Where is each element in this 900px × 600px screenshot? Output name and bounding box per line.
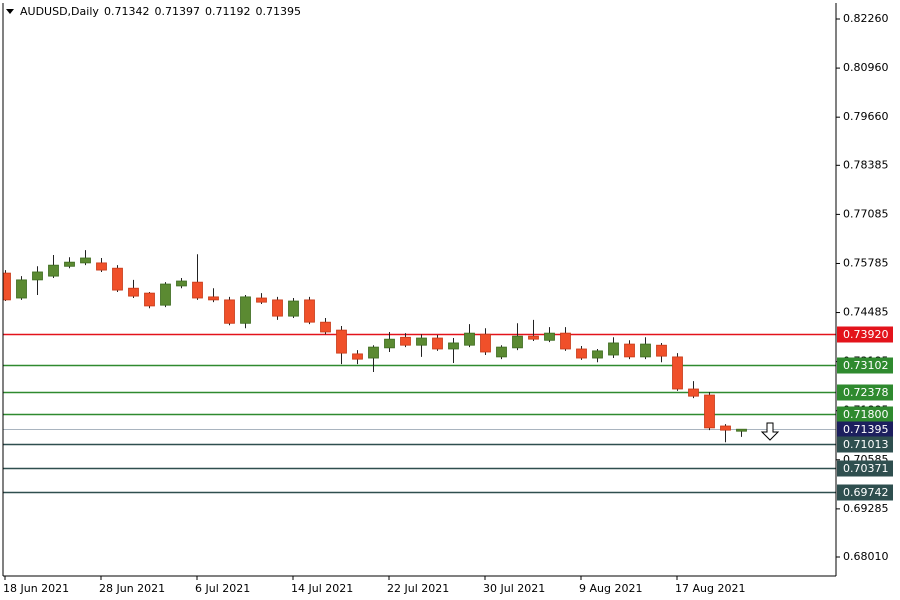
x-tick-label: 30 Jul 2021 bbox=[483, 582, 545, 595]
candle-body bbox=[640, 343, 651, 358]
candle-body bbox=[608, 342, 619, 356]
candle-body bbox=[208, 296, 219, 301]
y-tick-label: 0.74485 bbox=[843, 306, 889, 319]
candle-body bbox=[496, 346, 507, 358]
candle-body bbox=[32, 271, 43, 281]
level-label: 0.73102 bbox=[843, 359, 889, 372]
candle-body bbox=[720, 425, 731, 431]
candle-body bbox=[384, 338, 395, 349]
header-value: 0.71395 bbox=[256, 5, 302, 18]
candle-body bbox=[320, 321, 331, 333]
y-tick-label: 0.77085 bbox=[843, 207, 889, 220]
x-tick-label: 14 Jul 2021 bbox=[291, 582, 353, 595]
candle-body bbox=[400, 336, 411, 346]
symbol: AUDUSD,Daily bbox=[20, 5, 99, 18]
header-value: 0.71342 bbox=[104, 5, 150, 18]
candle-body bbox=[672, 356, 683, 390]
candle-body bbox=[288, 300, 299, 317]
candle-body bbox=[464, 332, 475, 346]
candle-body bbox=[704, 394, 715, 429]
level-label-box bbox=[837, 436, 893, 453]
level-label: 0.73920 bbox=[843, 328, 889, 341]
y-tick-label: 0.68010 bbox=[843, 550, 889, 563]
candle-body bbox=[304, 299, 315, 323]
level-labels: 0.73920 0.73102 0.72378 0.71800 0.71395 0.710… bbox=[837, 326, 893, 501]
level-label: 0.71800 bbox=[843, 408, 889, 421]
y-tick-label: 0.79660 bbox=[843, 110, 889, 123]
candle-body bbox=[96, 262, 107, 271]
level-label: 0.70371 bbox=[843, 462, 889, 475]
candle-body bbox=[352, 353, 363, 360]
level-label-box bbox=[837, 484, 893, 501]
candle-body bbox=[432, 337, 443, 350]
level-label-box bbox=[837, 384, 893, 401]
candle-body bbox=[656, 344, 667, 357]
candle-body bbox=[480, 333, 491, 353]
candle-body bbox=[624, 343, 635, 358]
header-ohlc: 0.71342 0.71397 0.71192 0.71395 bbox=[104, 5, 301, 18]
level-label: 0.72378 bbox=[843, 386, 889, 399]
candle-body bbox=[544, 332, 555, 341]
candle-body bbox=[112, 267, 123, 291]
level-label-box bbox=[837, 421, 893, 438]
level-label-box bbox=[837, 357, 893, 374]
y-tick-label: 0.69285 bbox=[843, 502, 889, 515]
candle-body bbox=[144, 292, 155, 307]
candle-body bbox=[240, 296, 251, 324]
x-tick-label: 9 Aug 2021 bbox=[579, 582, 642, 595]
candle-body bbox=[192, 281, 203, 299]
candle-body bbox=[160, 283, 171, 306]
y-tick-label: 0.75785 bbox=[843, 256, 889, 269]
levels bbox=[3, 333, 836, 494]
x-tick-label: 18 Jun 2021 bbox=[3, 582, 69, 595]
candle-body bbox=[560, 332, 571, 350]
level-label-box bbox=[837, 460, 893, 477]
y-tick-label: 0.78385 bbox=[843, 158, 889, 171]
menu-arrow[interactable] bbox=[6, 9, 14, 14]
candle-body bbox=[336, 329, 347, 354]
level-label-box bbox=[837, 406, 893, 423]
sell-arrow bbox=[760, 422, 780, 441]
candle-body bbox=[256, 297, 267, 303]
candle-body bbox=[272, 299, 283, 317]
level-label: 0.71013 bbox=[843, 438, 889, 451]
x-tick-label: 17 Aug 2021 bbox=[675, 582, 745, 595]
candle-body bbox=[736, 428, 747, 432]
x-tick-label: 6 Jul 2021 bbox=[195, 582, 250, 595]
candle-body bbox=[416, 337, 427, 346]
y-tick-label: 0.82260 bbox=[843, 12, 889, 25]
candle-body bbox=[224, 299, 235, 324]
candle-body bbox=[128, 287, 139, 297]
candle-body bbox=[576, 348, 587, 359]
candle-body bbox=[688, 388, 699, 397]
candle-body bbox=[448, 342, 459, 350]
candle-body bbox=[48, 264, 59, 277]
axis: 0.82260 0.80960 0.79660 0.78385 0.77085 0.757… bbox=[3, 12, 889, 595]
candle-body bbox=[80, 257, 91, 264]
candle-body bbox=[3, 272, 11, 301]
candles bbox=[3, 250, 747, 443]
x-tick-label: 28 Jun 2021 bbox=[99, 582, 165, 595]
y-tick-label: 0.80960 bbox=[843, 61, 889, 74]
level-label: 0.69742 bbox=[843, 486, 889, 499]
candle-body bbox=[528, 335, 539, 340]
candle-body bbox=[368, 346, 379, 359]
x-tick-label: 22 Jul 2021 bbox=[387, 582, 449, 595]
candle-body bbox=[592, 350, 603, 359]
candle-body bbox=[64, 261, 75, 267]
candle-body bbox=[16, 279, 27, 299]
header-value: 0.71192 bbox=[205, 5, 251, 18]
level-label: 0.71395 bbox=[843, 423, 889, 436]
candle-body bbox=[512, 335, 523, 349]
level-label-box bbox=[837, 326, 893, 343]
header-value: 0.71397 bbox=[155, 5, 201, 18]
candle-body bbox=[176, 280, 187, 287]
